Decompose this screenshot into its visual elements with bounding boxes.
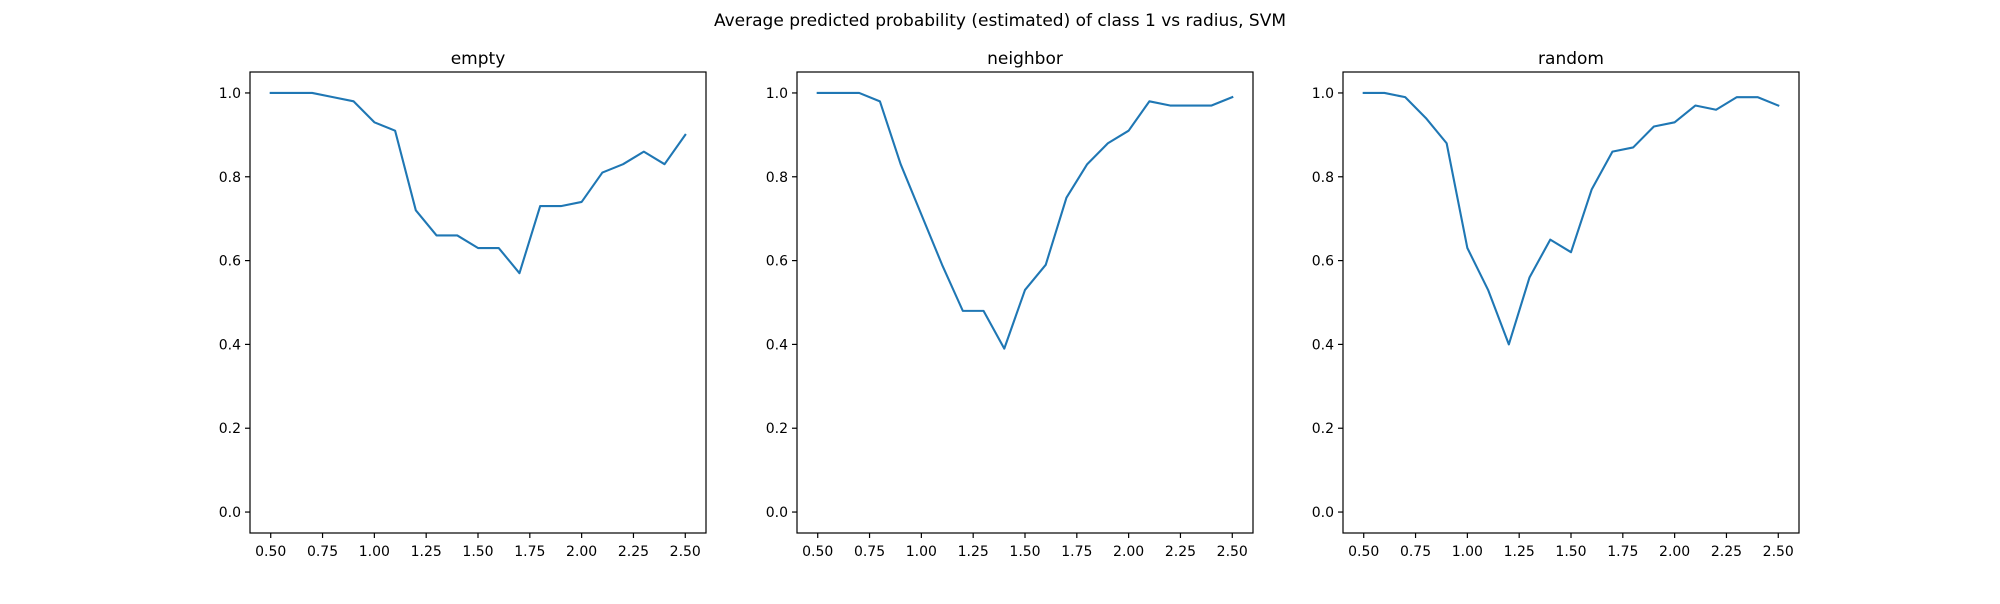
x-tick-label: 2.00 [1113, 544, 1144, 560]
subplot-title: neighbor [987, 49, 1063, 69]
x-tick-label: 1.50 [1555, 544, 1586, 560]
subplot-title: random [1538, 49, 1604, 69]
subplot-panels: empty 0.50 0.75 1.00 1.25 1.50 1.75 2.00 2.25 2.5… [219, 49, 1800, 560]
x-tick-label: 1.50 [462, 544, 493, 560]
y-tick-label: 0.0 [766, 505, 788, 521]
x-tick-label: 1.75 [1607, 544, 1638, 560]
y-tick-label: 0.0 [1312, 505, 1334, 521]
series-line [1362, 91, 1780, 346]
x-tick-label: 2.50 [670, 544, 701, 560]
x-tick-label: 1.75 [514, 544, 545, 560]
subplot-neighbor: neighbor 0.50 0.75 1.00 1.25 1.50 1.75 2.00 2.25… [766, 49, 1254, 560]
y-tick-label: 0.6 [766, 254, 788, 270]
x-tick-label: 0.75 [1400, 544, 1431, 560]
x-tick-label: 1.25 [958, 544, 989, 560]
y-tick-label: 0.6 [1312, 254, 1334, 270]
y-tick-label: 0.8 [1312, 170, 1334, 186]
x-tick-label: 2.00 [566, 544, 597, 560]
x-tick-label: 2.00 [1659, 544, 1690, 560]
x-tick-label: 2.25 [1711, 544, 1742, 560]
subplot-empty: empty 0.50 0.75 1.00 1.25 1.50 1.75 2.00 2.25 2.5… [219, 49, 707, 560]
x-tick-label: 2.50 [1763, 544, 1794, 560]
axes-frame [796, 71, 1254, 534]
series-line [269, 91, 687, 275]
y-tick-label: 1.0 [766, 86, 788, 102]
y-tick-label: 1.0 [219, 86, 241, 102]
x-tick-label: 1.50 [1009, 544, 1040, 560]
x-tick-label: 0.50 [802, 544, 833, 560]
x-tick-label: 2.25 [1165, 544, 1196, 560]
y-tick-label: 0.8 [766, 170, 788, 186]
x-tick-label: 0.50 [255, 544, 286, 560]
subplot-random: random 0.50 0.75 1.00 1.25 1.50 1.75 2.00 2.25 2.… [1312, 49, 1800, 560]
y-tick-label: 0.2 [1312, 421, 1334, 437]
x-tick-label: 0.50 [1348, 544, 1379, 560]
y-tick-label: 0.6 [219, 254, 241, 270]
subplot-title: empty [451, 49, 506, 69]
y-tick-label: 0.4 [766, 337, 788, 353]
x-tick-label: 1.25 [1504, 544, 1535, 560]
y-tick-label: 0.2 [766, 421, 788, 437]
x-tick-label: 1.25 [411, 544, 442, 560]
x-tick-label: 2.50 [1217, 544, 1248, 560]
y-tick-label: 1.0 [1312, 86, 1334, 102]
x-tick-label: 0.75 [854, 544, 885, 560]
x-tick-label: 2.25 [618, 544, 649, 560]
y-tick-label: 0.4 [1312, 337, 1334, 353]
y-tick-label: 0.0 [219, 505, 241, 521]
x-tick-label: 1.75 [1061, 544, 1092, 560]
axes-frame [1342, 71, 1800, 534]
figure-title: Average predicted probability (estimated… [714, 11, 1286, 31]
y-tick-label: 0.4 [219, 337, 241, 353]
axes-frame [249, 71, 707, 534]
x-tick-label: 1.00 [359, 544, 390, 560]
series-line [816, 91, 1234, 350]
x-tick-label: 0.75 [307, 544, 338, 560]
x-tick-label: 1.00 [1452, 544, 1483, 560]
y-tick-label: 0.2 [219, 421, 241, 437]
x-tick-label: 1.00 [906, 544, 937, 560]
y-tick-label: 0.8 [219, 170, 241, 186]
